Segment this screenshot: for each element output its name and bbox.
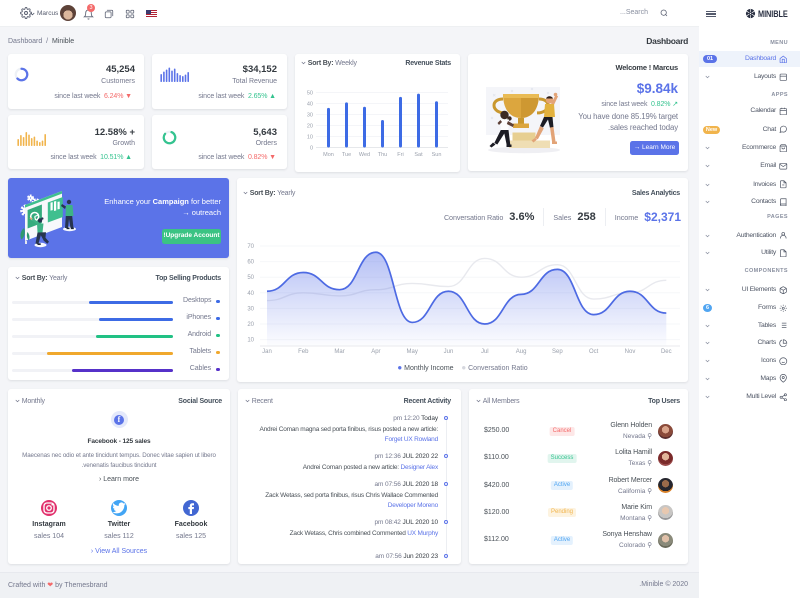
svg-text:40: 40 [247,291,254,297]
svg-text:60: 60 [247,260,254,266]
svg-text:Tue: Tue [342,152,351,158]
svg-text:Nov: Nov [625,349,636,355]
svg-text:20: 20 [247,322,254,328]
svg-text:40: 40 [307,102,313,108]
svg-text:Jul: Jul [481,349,489,355]
svg-text:Jun: Jun [444,349,454,355]
svg-text:Dec: Dec [661,349,672,355]
svg-text:50: 50 [247,275,254,281]
svg-text:May: May [407,349,418,355]
svg-text:10: 10 [307,135,313,141]
svg-text:30: 30 [247,306,254,312]
svg-text:0: 0 [310,146,313,152]
svg-text:Apr: Apr [371,349,380,355]
svg-text:Mon: Mon [323,152,334,158]
svg-text:Mar: Mar [334,349,344,355]
svg-text:50: 50 [307,91,313,97]
svg-text:Oct: Oct [589,349,599,355]
svg-text:Fri: Fri [397,152,403,158]
svg-text:Wed: Wed [359,152,370,158]
svg-text:Thu: Thu [378,152,387,158]
svg-text:10: 10 [247,338,254,344]
svg-text:Sep: Sep [552,349,563,355]
svg-text:Sat: Sat [414,152,423,158]
svg-text:Feb: Feb [298,349,309,355]
svg-text:70: 70 [247,244,254,250]
svg-text:20: 20 [307,124,313,130]
svg-text:Aug: Aug [516,349,527,355]
svg-text:Jan: Jan [262,349,272,355]
svg-text:30: 30 [307,113,313,119]
svg-text:Sun: Sun [432,152,442,158]
